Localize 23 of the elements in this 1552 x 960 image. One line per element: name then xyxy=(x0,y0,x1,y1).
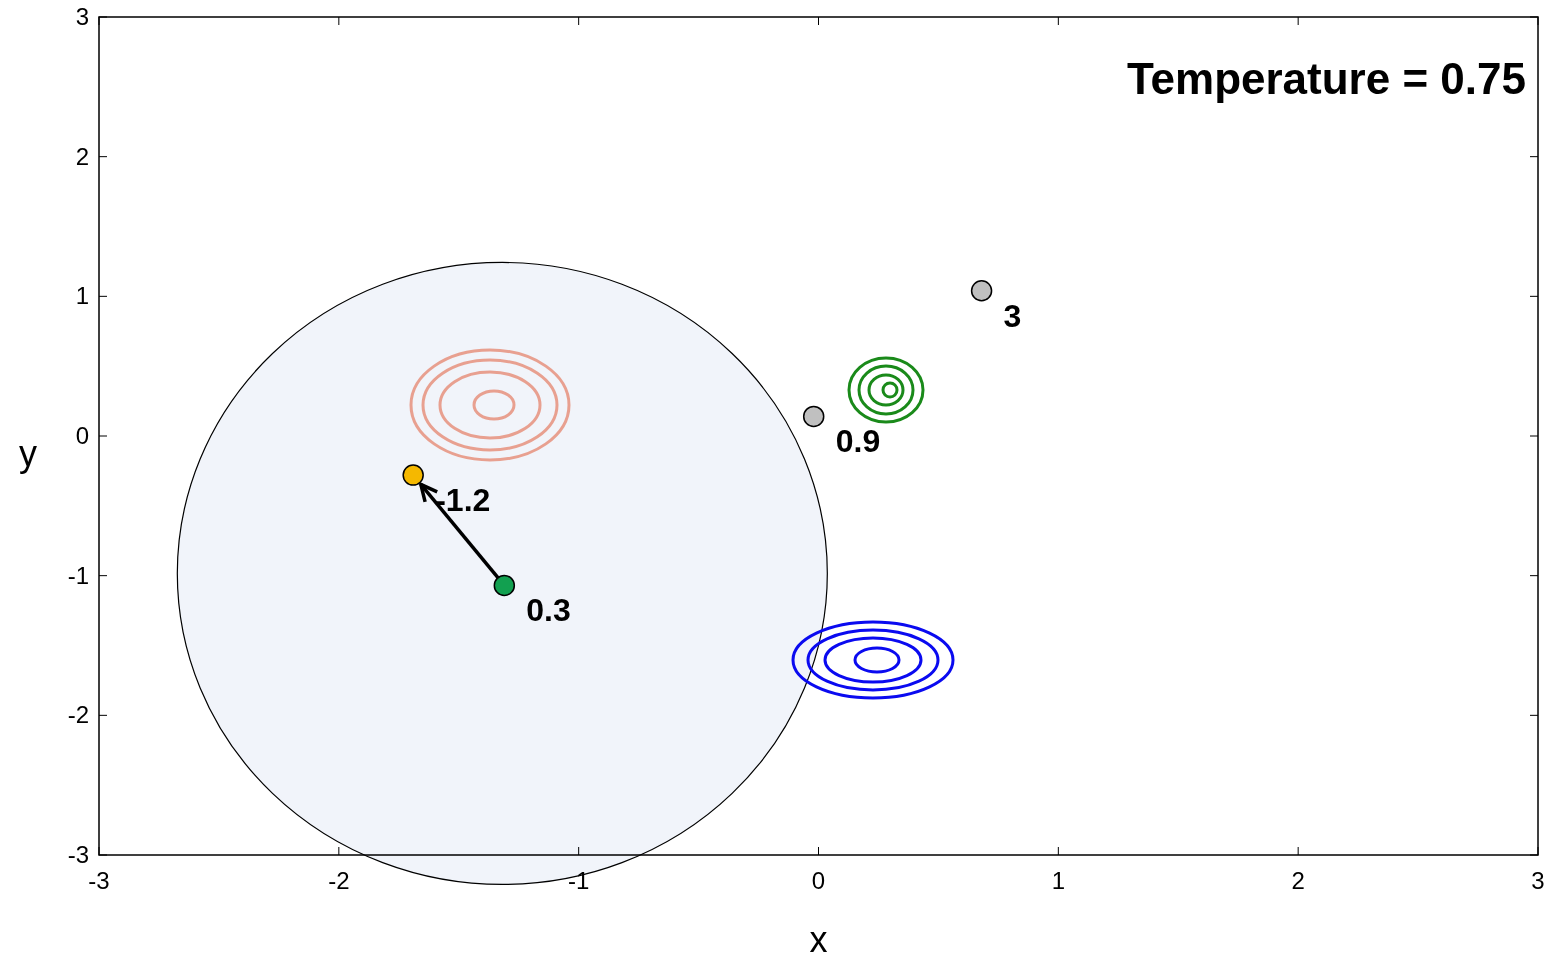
x-tick-label: 3 xyxy=(1531,867,1545,894)
point xyxy=(493,574,516,597)
y-tick-label: -2 xyxy=(67,701,89,729)
x-tick-label: 0 xyxy=(811,867,826,894)
y-tick-label: 2 xyxy=(75,142,89,170)
y-tick-label: 0 xyxy=(75,422,89,449)
x-tick-label: -2 xyxy=(328,867,350,894)
point xyxy=(970,280,993,302)
point xyxy=(402,464,424,486)
annotation: -1.2 xyxy=(435,482,491,519)
x-tick-label: 1 xyxy=(1051,867,1066,894)
y-tick-label: -1 xyxy=(67,561,89,589)
annotation: 0.9 xyxy=(835,423,881,460)
y-tick-label: 3 xyxy=(75,3,89,30)
x-axis-title: x xyxy=(809,919,828,960)
annotation: 3 xyxy=(1003,297,1022,334)
y-tick-label: -3 xyxy=(67,841,89,868)
x-tick-label: 2 xyxy=(1291,867,1305,894)
point xyxy=(802,405,825,428)
y-axis-title: y xyxy=(19,433,37,474)
annotation: 0.3 xyxy=(526,592,571,629)
annotation: Temperature = 0.75 xyxy=(1126,54,1526,103)
y-tick-label: 1 xyxy=(75,282,89,310)
